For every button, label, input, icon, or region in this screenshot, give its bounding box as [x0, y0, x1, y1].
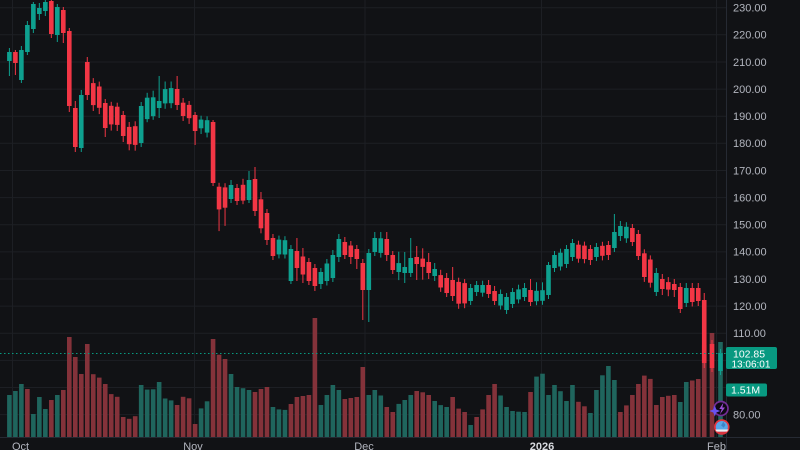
- svg-text:230.00: 230.00: [733, 3, 767, 15]
- svg-text:102.85: 102.85: [733, 349, 765, 361]
- svg-text:170.00: 170.00: [733, 165, 767, 177]
- svg-text:150.00: 150.00: [733, 220, 767, 232]
- svg-text:Oct: Oct: [12, 441, 29, 450]
- svg-text:140.00: 140.00: [733, 247, 767, 259]
- svg-text:Feb: Feb: [707, 441, 726, 450]
- svg-text:13:06:01: 13:06:01: [732, 360, 771, 371]
- svg-text:220.00: 220.00: [733, 30, 767, 42]
- svg-text:Nov: Nov: [183, 441, 203, 450]
- svg-text:200.00: 200.00: [733, 84, 767, 96]
- svg-text:190.00: 190.00: [733, 111, 767, 123]
- svg-text:160.00: 160.00: [733, 192, 767, 204]
- svg-text:1.51M: 1.51M: [731, 385, 760, 397]
- svg-text:80.00: 80.00: [733, 409, 761, 421]
- svg-text:110.00: 110.00: [733, 328, 766, 340]
- svg-text:2026: 2026: [530, 441, 554, 450]
- svg-text:210.00: 210.00: [733, 57, 767, 69]
- svg-text:130.00: 130.00: [733, 274, 767, 286]
- svg-text:120.00: 120.00: [733, 301, 767, 313]
- svg-text:180.00: 180.00: [733, 138, 767, 150]
- svg-text:Dec: Dec: [354, 441, 374, 450]
